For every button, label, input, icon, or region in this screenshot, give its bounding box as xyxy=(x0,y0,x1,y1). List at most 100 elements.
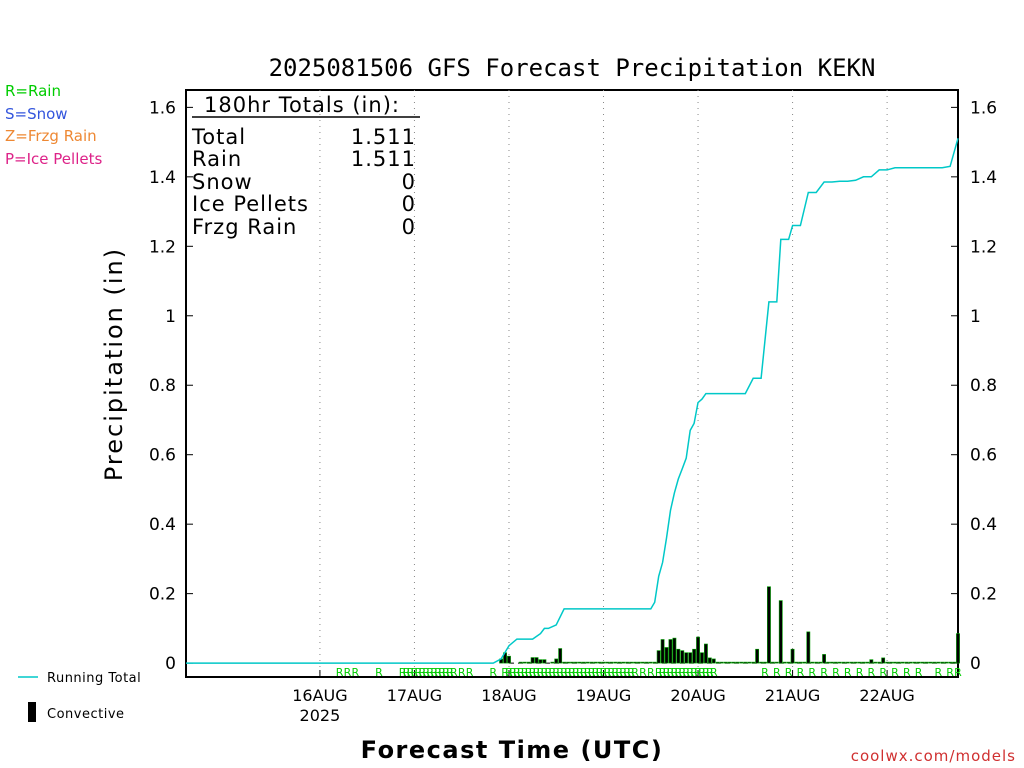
convective-bar xyxy=(885,661,890,664)
convective-bar xyxy=(767,586,771,664)
rain-mark: R xyxy=(615,666,623,679)
rain-mark: R xyxy=(604,666,612,679)
rain-mark: R xyxy=(509,666,517,679)
rain-mark: R xyxy=(545,666,553,679)
convective-bar xyxy=(826,661,830,664)
convective-bar xyxy=(719,661,724,664)
convective-bar xyxy=(830,661,834,664)
rain-mark: R xyxy=(541,666,549,679)
convective-bar xyxy=(660,639,665,664)
convective-bar xyxy=(605,661,610,664)
convective-bar xyxy=(570,661,574,664)
convective-bar xyxy=(912,661,917,664)
convective-bar xyxy=(763,661,767,664)
y-tick-label-left: 0.8 xyxy=(149,376,176,396)
rain-mark: R xyxy=(797,666,805,679)
convective-bar xyxy=(581,661,586,664)
convective-bar xyxy=(637,661,641,664)
rain-mark: R xyxy=(466,666,474,679)
convective-bar xyxy=(948,661,953,664)
y-tick-label-right: 1.6 xyxy=(970,98,997,118)
chart-title: 2025081506 GFS Forecast Precipitation KE… xyxy=(269,54,876,82)
convective-bar xyxy=(751,661,756,664)
rain-mark: R xyxy=(529,666,537,679)
convective-bar xyxy=(755,648,760,664)
rain-mark: R xyxy=(946,666,954,679)
convective-bar xyxy=(908,661,913,664)
convective-bar xyxy=(869,659,874,664)
rain-mark: R xyxy=(856,666,864,679)
rain-mark: R xyxy=(521,666,529,679)
totals-label-snow: Snow xyxy=(192,170,253,194)
y-tick-label-left: 1.4 xyxy=(149,168,176,188)
convective-bar xyxy=(609,661,614,664)
rain-mark: R xyxy=(517,666,525,679)
y-tick-label-left: 1.2 xyxy=(149,237,176,257)
rain-mark: R xyxy=(403,666,411,679)
totals-value-total: 1.511 xyxy=(351,125,416,149)
rain-mark: R xyxy=(694,666,702,679)
convective-bar xyxy=(739,661,744,664)
rain-mark: R xyxy=(344,666,352,679)
y-tick-labels-left: 0 0.2 0.4 0.6 0.8 1 1.2 1.4 1.6 xyxy=(149,98,176,674)
rain-mark: R xyxy=(808,666,816,679)
rain-mark: R xyxy=(588,666,596,679)
convective-bar xyxy=(786,661,791,664)
rain-mark: R xyxy=(934,666,942,679)
totals-heading: 180hr Totals (in): xyxy=(204,93,400,117)
rain-mark: R xyxy=(820,666,828,679)
rain-mark: R xyxy=(426,666,434,679)
convective-bar xyxy=(916,661,921,664)
convective-bar xyxy=(794,661,799,664)
convective-bar xyxy=(889,661,893,664)
convective-bar xyxy=(601,661,606,664)
y-tick-label-left: 1.6 xyxy=(149,98,176,118)
convective-bar xyxy=(747,661,752,664)
y-tick-label-left: 1 xyxy=(165,307,176,327)
rain-mark: R xyxy=(584,666,592,679)
rain-mark: R xyxy=(422,666,430,679)
rain-mark: R xyxy=(832,666,840,679)
y-tick-labels-right: 0 0.2 0.4 0.6 0.8 1 1.2 1.4 1.6 xyxy=(970,98,997,674)
convective-bar xyxy=(507,655,511,664)
rain-mark: R xyxy=(352,666,360,679)
convective-bar xyxy=(743,661,748,664)
rain-mark: R xyxy=(450,666,458,679)
y-tick-label-right: 0.8 xyxy=(970,376,997,396)
x-tick-label: 16AUG xyxy=(292,686,347,705)
rain-mark: R xyxy=(623,666,631,679)
axis-ticks xyxy=(186,106,958,677)
rain-mark: R xyxy=(891,666,899,679)
y-tick-label-left: 0.2 xyxy=(149,585,176,605)
y-tick-label-right: 0.2 xyxy=(970,585,997,605)
convective-bar xyxy=(928,661,933,664)
convective-bar xyxy=(853,661,858,664)
rain-mark: R xyxy=(415,666,423,679)
convective-bar xyxy=(837,661,842,664)
convective-bar xyxy=(574,661,578,664)
rain-mark: R xyxy=(710,666,718,679)
convective-bar xyxy=(759,661,763,664)
convective-bar xyxy=(692,648,697,664)
rain-mark: R xyxy=(600,666,608,679)
type-legend-snow: S=Snow xyxy=(5,105,68,123)
running-total-legend-label: Running Total xyxy=(47,671,141,686)
convective-bar xyxy=(861,661,866,664)
convective-bar xyxy=(534,657,539,664)
y-tick-label-right: 1 xyxy=(970,307,981,327)
rain-mark: R xyxy=(537,666,545,679)
convective-bar xyxy=(526,661,531,664)
totals-value-ice-pellets: 0 xyxy=(402,192,416,216)
convective-bar xyxy=(518,661,523,664)
convective-bar xyxy=(778,600,783,664)
rain-mark: R xyxy=(608,666,616,679)
convective-bar xyxy=(656,650,661,664)
rain-mark: R xyxy=(336,666,344,679)
rain-mark: R xyxy=(548,666,556,679)
rain-mark: R xyxy=(954,666,962,679)
totals-label-ice-pellets: Ice Pellets xyxy=(192,192,309,216)
totals-label-frzg-rain: Frzg Rain xyxy=(192,215,297,239)
convective-bar xyxy=(625,661,630,664)
convective-bar xyxy=(700,652,704,664)
